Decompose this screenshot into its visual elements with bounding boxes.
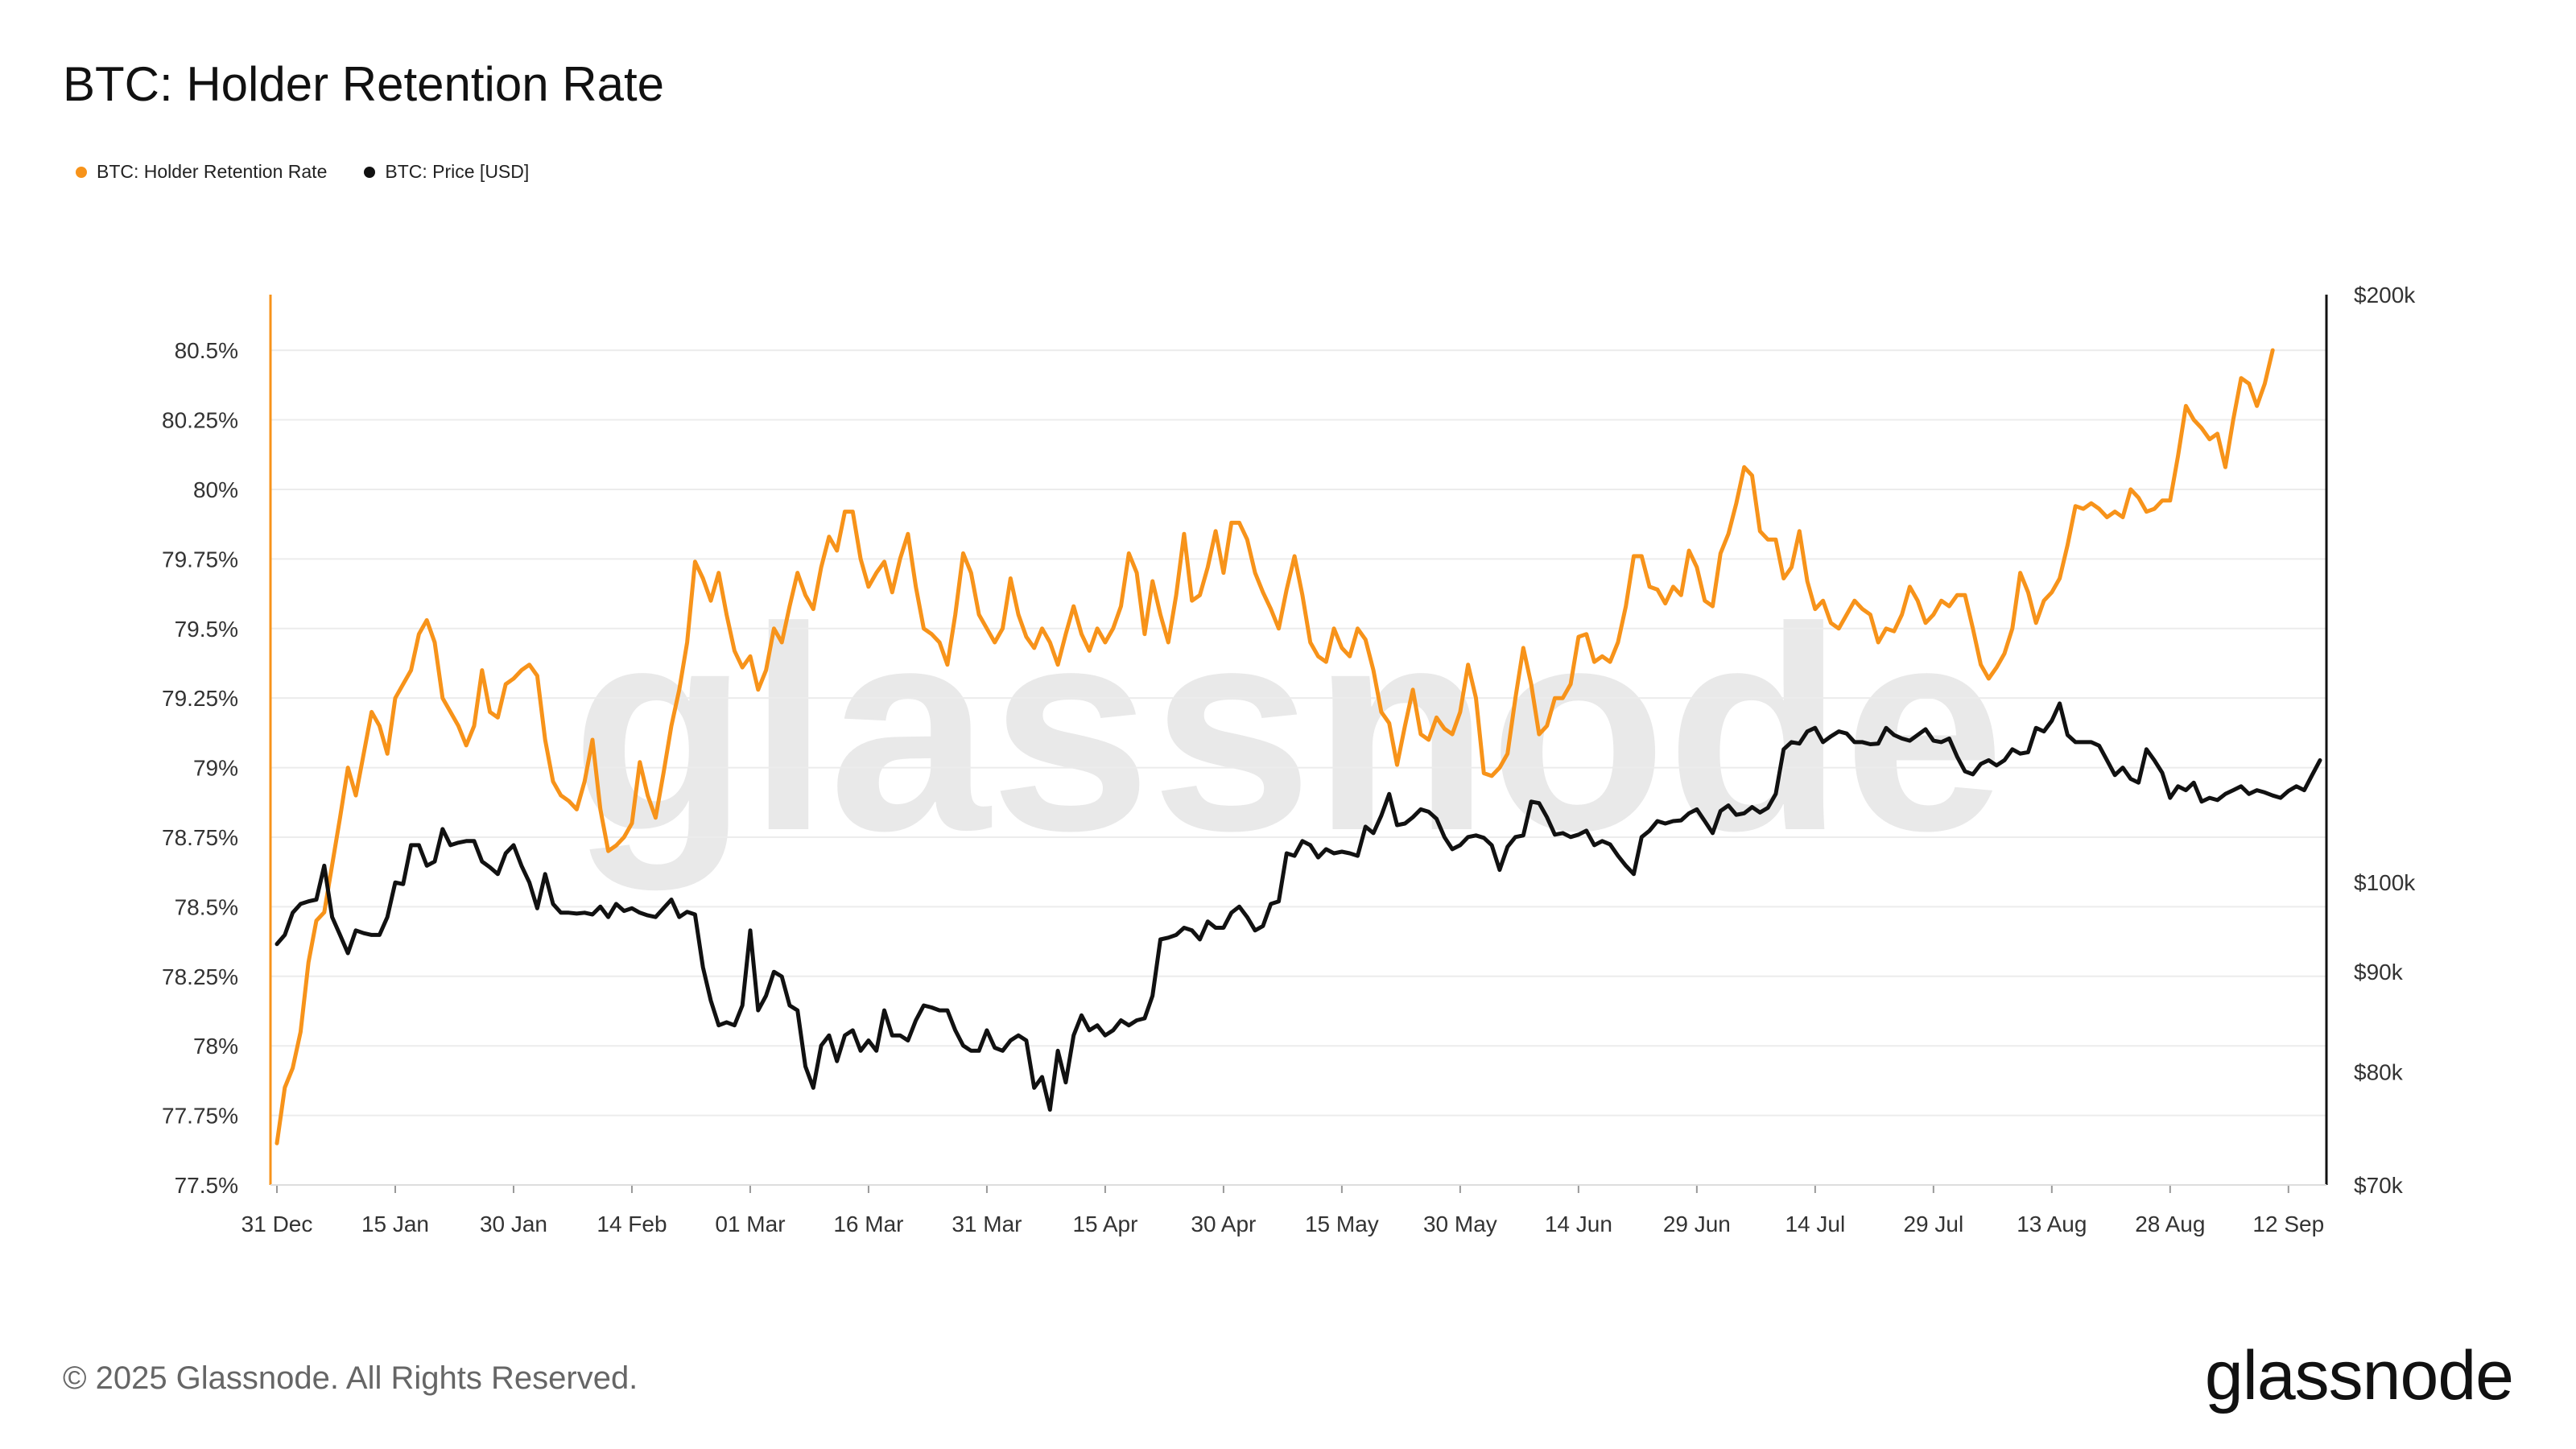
y-right-tick-label: $200k (2354, 283, 2416, 308)
y-left-tick-label: 78.25% (162, 964, 238, 989)
x-tick-label: 12 Sep (2252, 1212, 2324, 1236)
legend-item-price[interactable]: BTC: Price [USD] (364, 161, 529, 183)
watermark-text: glassnode (572, 568, 2005, 893)
y-left-tick-label: 78.5% (175, 894, 238, 919)
legend-label-price: BTC: Price [USD] (385, 161, 530, 182)
chart-title: BTC: Holder Retention Rate (63, 57, 665, 111)
legend-item-retention[interactable]: BTC: Holder Retention Rate (76, 161, 327, 183)
grid-lines (270, 349, 2326, 1186)
x-tick-label: 15 Jan (361, 1212, 429, 1236)
price-series-line (275, 701, 2322, 1112)
y-left-tick-label: 77.5% (175, 1173, 238, 1198)
legend-dot-retention (76, 166, 87, 178)
x-tick-label: 15 May (1305, 1212, 1379, 1236)
y-left-tick-label: 79.25% (162, 686, 238, 711)
x-tick-label: 30 Apr (1191, 1212, 1256, 1236)
series-lines (275, 348, 2322, 1146)
y-left-tick-label: 79.5% (175, 617, 238, 642)
y-left-tick-label: 77.75% (162, 1104, 238, 1129)
y-left-tick-label: 78.75% (162, 825, 238, 850)
legend-dot-price (364, 166, 376, 178)
y-right-tick-label: $80k (2354, 1059, 2404, 1084)
y-left-tick-label: 80.5% (175, 338, 238, 363)
x-tick-label: 31 Mar (952, 1212, 1022, 1236)
copyright-text: © 2025 Glassnode. All Rights Reserved. (63, 1360, 638, 1396)
y-left-tick-label: 79% (193, 756, 238, 781)
x-tick-label: 31 Dec (242, 1212, 313, 1236)
glassnode-logo[interactable]: glassnode (2204, 1337, 2514, 1414)
x-tick-label: 30 Jan (480, 1212, 547, 1236)
y-left-tick-label: 80% (193, 477, 238, 502)
x-tick-label: 14 Jul (1785, 1212, 1845, 1236)
x-tick-label: 14 Jun (1545, 1212, 1612, 1236)
legend: BTC: Holder Retention Rate BTC: Price [U… (76, 161, 529, 183)
x-tick-label: 29 Jul (1903, 1212, 1963, 1236)
axes: 77.5% 77.75% 78% 78.25% 78.5% 78.75% 79% 79.25%… (162, 283, 2416, 1236)
x-tick-label: 15 Apr (1072, 1212, 1137, 1236)
legend-label-retention: BTC: Holder Retention Rate (97, 161, 328, 182)
x-tick-label: 13 Aug (2017, 1212, 2087, 1236)
x-tick-label: 01 Mar (715, 1212, 785, 1236)
retention-rate-series-line (275, 348, 2275, 1146)
x-tick-label: 14 Feb (597, 1212, 667, 1236)
y-right-tick-label: $90k (2354, 960, 2404, 985)
x-tick-label: 16 Mar (833, 1212, 903, 1236)
y-right-tick-label: $70k (2354, 1173, 2404, 1198)
x-tick-label: 29 Jun (1663, 1212, 1731, 1236)
y-left-tick-label: 78% (193, 1034, 238, 1059)
x-tick-label: 28 Aug (2135, 1212, 2205, 1236)
y-left-tick-label: 79.75% (162, 547, 238, 572)
y-right-tick-label: $100k (2354, 870, 2416, 895)
x-tick-label: 30 May (1423, 1212, 1497, 1236)
y-left-tick-label: 80.25% (162, 408, 238, 433)
